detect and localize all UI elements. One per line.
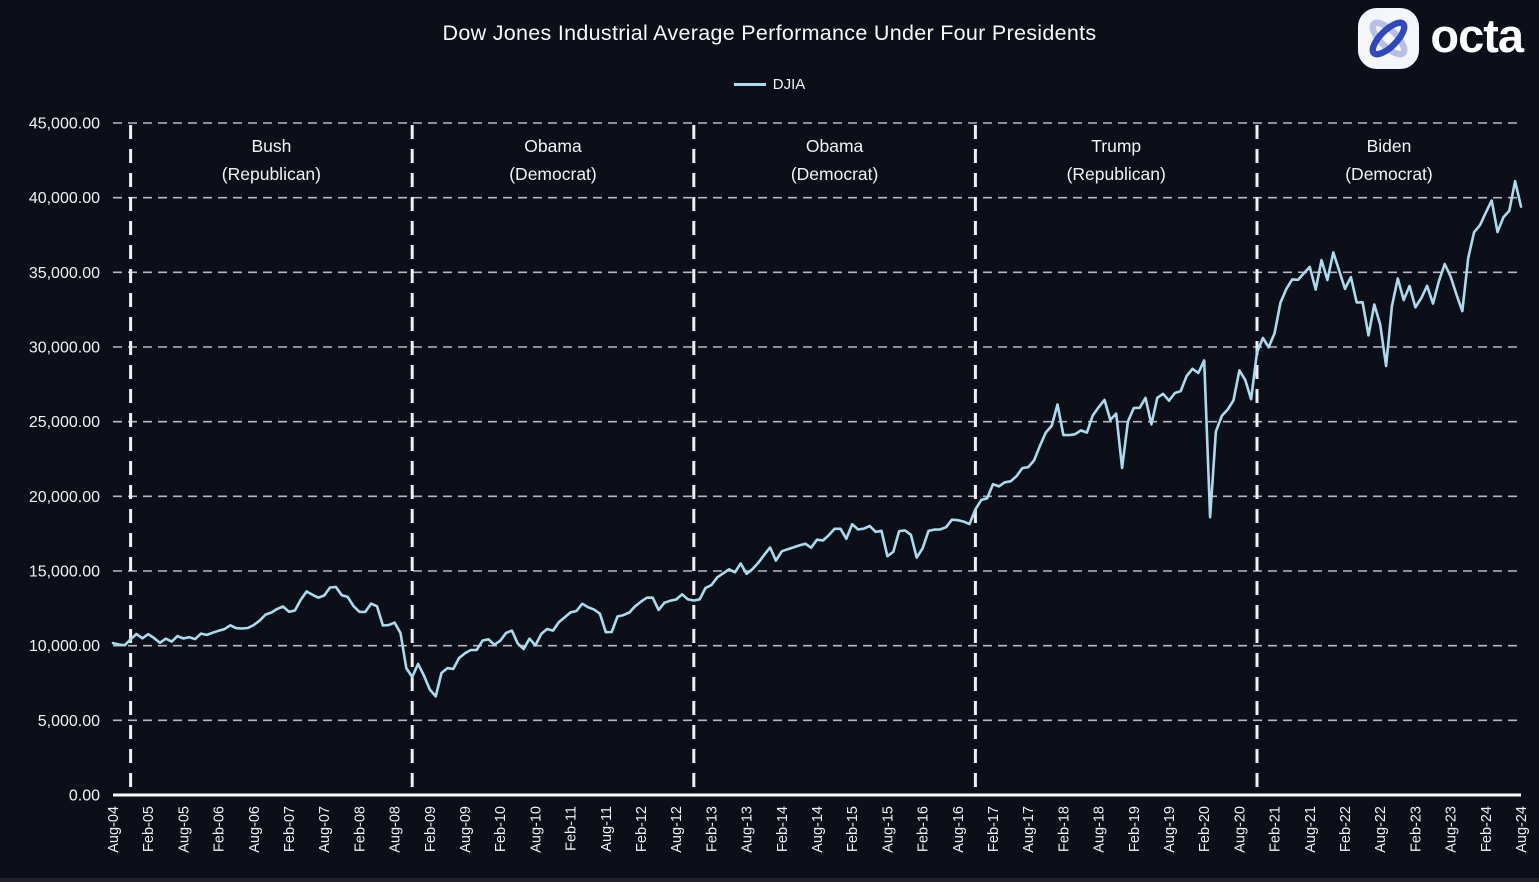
x-tick-label: Aug-04 — [106, 806, 122, 853]
president-name-label: Obama — [524, 136, 582, 156]
x-tick-label: Feb-24 — [1479, 806, 1495, 852]
president-name-label: Bush — [251, 136, 291, 156]
president-party-label: (Democrat) — [791, 164, 879, 184]
legend-series-label: DJIA — [772, 76, 806, 93]
president-name-label: Trump — [1091, 136, 1141, 156]
logo-orbit-light — [1369, 19, 1408, 58]
y-tick-label: 30,000.00 — [29, 340, 100, 357]
y-tick-label: 25,000.00 — [29, 414, 100, 431]
logo-orbit-dark — [1369, 19, 1408, 58]
x-tick-label: Aug-23 — [1444, 806, 1460, 853]
x-tick-label: Aug-21 — [1303, 806, 1319, 853]
y-tick-label: 35,000.00 — [29, 265, 100, 282]
chart-legend: DJIA — [0, 76, 1539, 93]
x-tick-label: Aug-09 — [458, 806, 474, 853]
y-tick-label: 45,000.00 — [29, 116, 100, 133]
x-tick-label: Feb-19 — [1127, 806, 1143, 852]
x-tick-label: Feb-23 — [1408, 806, 1424, 852]
president-name-label: Biden — [1367, 136, 1412, 156]
x-tick-label: Aug-16 — [951, 806, 967, 853]
x-tick-label: Aug-22 — [1373, 806, 1389, 853]
x-tick-label: Feb-14 — [775, 806, 791, 852]
x-tick-label: Feb-21 — [1268, 806, 1284, 852]
x-tick-label: Feb-17 — [986, 806, 1002, 852]
x-tick-label: Aug-17 — [1021, 806, 1037, 853]
x-tick-label: Feb-16 — [916, 806, 932, 852]
x-tick-label: Feb-08 — [352, 806, 368, 852]
x-tick-label: Aug-15 — [880, 806, 896, 853]
x-tick-label: Aug-24 — [1514, 806, 1530, 853]
x-tick-label: Feb-13 — [704, 806, 720, 852]
octa-logo: octa — [1357, 7, 1524, 70]
president-name-label: Obama — [806, 136, 864, 156]
x-tick-label: Aug-11 — [599, 806, 615, 852]
president-party-label: (Democrat) — [1345, 164, 1433, 184]
x-tick-label: Aug-07 — [317, 806, 333, 853]
chart-title: Dow Jones Industrial Average Performance… — [442, 21, 1097, 45]
bottom-edge — [0, 878, 1539, 882]
x-tick-label: Feb-12 — [634, 806, 650, 852]
x-tick-label: Feb-15 — [845, 806, 861, 852]
x-tick-label: Aug-10 — [528, 806, 544, 853]
x-tick-label: Aug-08 — [388, 806, 404, 853]
president-party-label: (Republican) — [222, 164, 321, 184]
x-tick-label: Aug-05 — [176, 806, 192, 853]
djia-series-line — [111, 179, 1523, 698]
x-tick-label: Feb-20 — [1197, 806, 1213, 852]
x-tick-label: Feb-09 — [423, 806, 439, 852]
y-tick-label: 20,000.00 — [29, 489, 100, 506]
president-party-label: (Republican) — [1067, 164, 1166, 184]
y-tick-label: 10,000.00 — [29, 638, 100, 655]
octa-logo-icon — [1358, 7, 1420, 70]
x-tick-label: Aug-18 — [1092, 806, 1108, 853]
y-tick-label: 40,000.00 — [29, 190, 100, 207]
x-tick-label: Aug-14 — [810, 806, 826, 853]
y-tick-label: 5,000.00 — [38, 713, 100, 730]
x-tick-label: Aug-06 — [247, 806, 263, 853]
y-tick-label: 0.00 — [69, 788, 100, 805]
x-tick-label: Feb-05 — [141, 806, 157, 852]
y-tick-label: 15,000.00 — [29, 564, 100, 581]
x-tick-label: Aug-20 — [1232, 806, 1248, 853]
x-tick-label: Aug-19 — [1162, 806, 1178, 853]
x-tick-label: Feb-10 — [493, 806, 509, 852]
legend-line-swatch — [733, 83, 766, 86]
president-party-label: (Democrat) — [509, 164, 597, 184]
x-tick-label: Feb-22 — [1338, 806, 1354, 852]
x-tick-label: Feb-18 — [1056, 806, 1072, 852]
x-tick-label: Feb-07 — [282, 806, 298, 852]
x-tick-label: Feb-11 — [564, 806, 580, 851]
octa-logo-text: octa — [1430, 9, 1524, 62]
x-tick-label: Aug-12 — [669, 806, 685, 853]
x-tick-label: Feb-06 — [212, 806, 228, 852]
x-tick-label: Aug-13 — [740, 806, 756, 853]
